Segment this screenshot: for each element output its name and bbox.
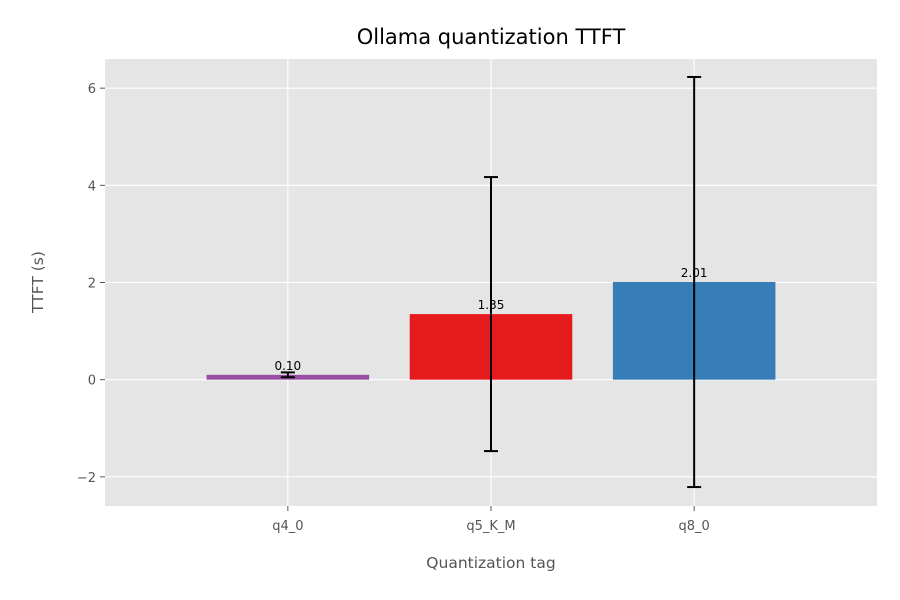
- x-axis-label: Quantization tag: [426, 554, 555, 572]
- y-tick-label: 0: [88, 374, 96, 389]
- chart-title: Ollama quantization TTFT: [357, 25, 626, 49]
- y-tick-label: −2: [77, 471, 96, 486]
- x-tick-label: q8_0: [679, 519, 710, 534]
- y-tick-label: 2: [88, 277, 96, 292]
- x-ticks: q4_0 q5_K_M q8_0: [272, 506, 710, 534]
- data-labels: 0.10 1.35 2.01: [274, 266, 707, 373]
- x-tick-label: q4_0: [272, 519, 303, 534]
- y-ticks: −2 0 2 4 6: [77, 82, 105, 486]
- data-label-q4_0: 0.10: [274, 359, 301, 373]
- y-tick-label: 6: [88, 82, 96, 97]
- data-label-q5_K_M: 1.35: [478, 298, 505, 312]
- y-axis-label: TTFT (s): [29, 251, 47, 314]
- error-bars: [280, 75, 702, 489]
- x-tick-label: q5_K_M: [466, 519, 515, 534]
- data-label-q8_0: 2.01: [681, 266, 708, 280]
- y-tick-label: 4: [88, 179, 96, 194]
